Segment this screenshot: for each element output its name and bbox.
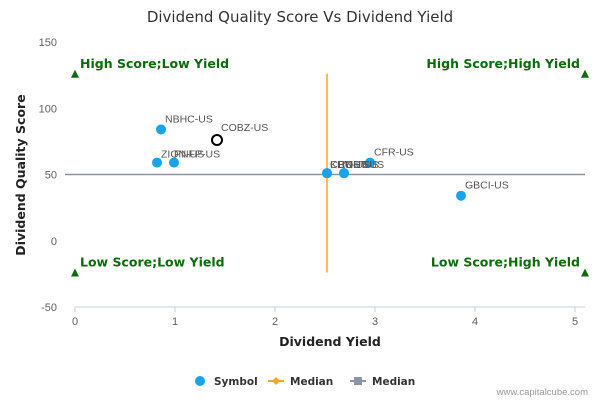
- y-tick-label: 150: [39, 37, 57, 49]
- quadrant-label: High Score;Low Yield: [80, 56, 229, 71]
- data-point: [365, 157, 375, 168]
- credit-text: www.capitalcube.com: [496, 387, 588, 398]
- y-tick-label: -50: [41, 302, 57, 314]
- point-label: CBU-US: [330, 159, 370, 171]
- quadrant-triangle-marker: [71, 69, 79, 78]
- data-point: [322, 168, 332, 179]
- quadrant-label: Low Score;High Yield: [431, 255, 580, 270]
- y-tick-label: 50: [45, 170, 57, 182]
- data-point: [152, 157, 162, 168]
- point-label: KEY-US: [330, 159, 368, 171]
- x-tick-label: 4: [472, 316, 478, 328]
- point-label: GBCI-US: [465, 180, 509, 192]
- data-point: [456, 190, 466, 201]
- legend-square-marker: [354, 377, 362, 385]
- highlighted-point: [211, 134, 223, 147]
- data-point: [169, 157, 179, 168]
- quadrant-triangle-marker: [581, 268, 589, 277]
- x-tick-label: 1: [172, 316, 178, 328]
- legend-label: Median: [290, 376, 333, 388]
- quadrant-triangle-marker: [581, 69, 589, 78]
- quadrant-label: Low Score;Low Yield: [80, 255, 225, 270]
- x-tick-label: 5: [572, 316, 578, 328]
- y-tick-label: 0: [51, 236, 57, 248]
- point-label: NBHC-US: [165, 113, 213, 125]
- x-axis-title: Dividend Yield: [279, 334, 381, 349]
- data-point: [339, 168, 349, 179]
- legend-label: Median: [372, 376, 415, 388]
- chart-title: Dividend Quality Score Vs Dividend Yield: [147, 8, 453, 26]
- point-label: RNST-US: [338, 159, 384, 171]
- x-tick-label: 0: [72, 316, 78, 328]
- quadrant-label: High Score;High Yield: [426, 56, 580, 71]
- point-label: PNFP-US: [174, 149, 220, 161]
- legend: Symbol Median Median: [195, 376, 415, 388]
- point-label: CFR-US: [374, 147, 414, 159]
- data-point: [156, 124, 166, 135]
- x-tick-label: 2: [272, 316, 278, 328]
- point-label: ZION-US: [161, 149, 204, 161]
- highlighted-point-label: COBZ-US: [221, 122, 268, 134]
- y-axis-title: Dividend Quality Score: [13, 94, 28, 255]
- legend-symbol-marker: [195, 376, 205, 386]
- legend-diamond-marker: [272, 377, 280, 385]
- x-tick-label: 3: [372, 316, 378, 328]
- quadrant-triangle-marker: [71, 268, 79, 277]
- y-tick-label: 100: [39, 103, 57, 115]
- legend-label: Symbol: [214, 376, 258, 388]
- point-label: BOH-US: [338, 159, 379, 171]
